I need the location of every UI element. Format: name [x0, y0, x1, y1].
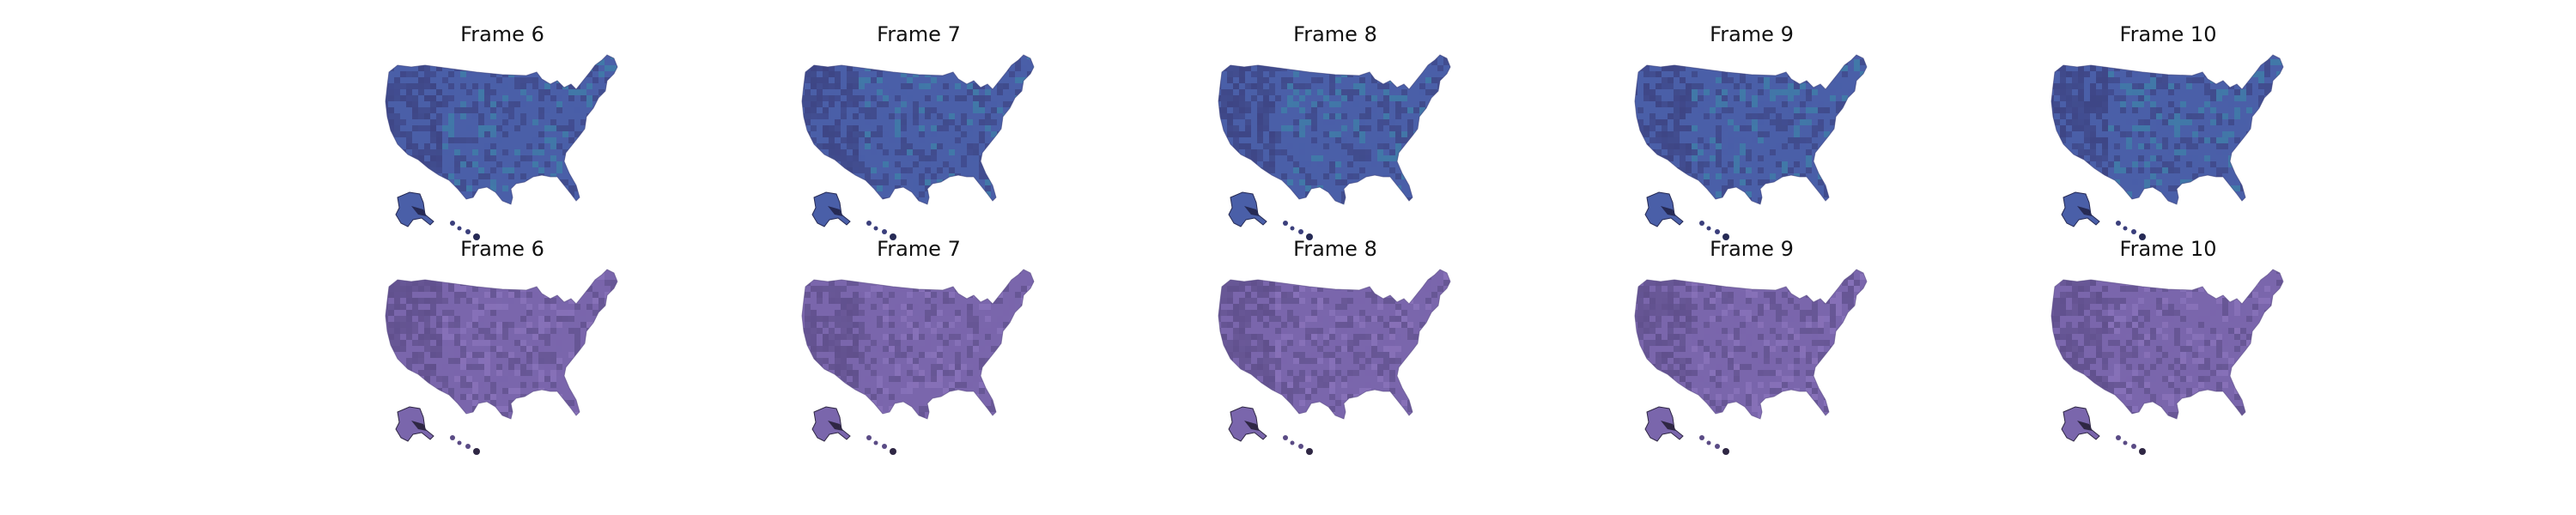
- us-map-bottom-frame-10: [2050, 269, 2284, 455]
- panel-title: Frame 6: [460, 237, 544, 261]
- hawaii-island: [1706, 226, 1711, 231]
- hawaii-island: [873, 226, 878, 231]
- hawaii-island: [882, 444, 887, 449]
- hawaii-island: [866, 221, 872, 226]
- us-map-top-frame-8: [1218, 54, 1451, 240]
- hawaii-island: [1699, 435, 1704, 440]
- us-map-bottom-frame-6: [385, 269, 618, 455]
- panel-title: Frame 9: [1710, 22, 1794, 46]
- us-map-top-frame-7: [801, 54, 1035, 240]
- us-map-bottom-frame-8: [1218, 269, 1451, 455]
- hawaii-island: [1706, 440, 1711, 445]
- hawaii-island: [882, 229, 887, 234]
- hawaii-island: [1290, 226, 1295, 231]
- hawaii-island: [2131, 229, 2136, 234]
- hawaii-island: [2123, 440, 2128, 445]
- us-map-bottom-frame-9: [1634, 269, 1868, 455]
- hawaii-island: [1722, 233, 1729, 240]
- hawaii-island: [1298, 444, 1303, 449]
- us-map-bottom-frame-7: [801, 269, 1035, 455]
- hawaii-island: [473, 448, 480, 455]
- panel-title: Frame 8: [1293, 22, 1377, 46]
- map-panel-top-1: Frame 6: [374, 22, 631, 249]
- hawaii-island: [1715, 229, 1720, 234]
- hawaii-island: [465, 229, 471, 234]
- hawaii-island: [2123, 226, 2128, 231]
- map-panel-top-4: Frame 9: [1623, 22, 1880, 249]
- map-panel-bottom-5: Frame 10: [2039, 237, 2297, 464]
- hawaii-island: [2139, 448, 2146, 455]
- hawaii-island: [1290, 440, 1295, 445]
- us-map-top-frame-9: [1634, 54, 1868, 240]
- map-panel-bottom-2: Frame 7: [790, 237, 1048, 464]
- hawaii-island: [890, 448, 896, 455]
- hawaii-island: [873, 440, 878, 445]
- hawaii-island: [473, 233, 480, 240]
- us-map-top-frame-10: [2050, 54, 2284, 240]
- map-panel-bottom-4: Frame 9: [1623, 237, 1880, 464]
- panel-title: Frame 7: [877, 237, 961, 261]
- hawaii-island: [1306, 448, 1313, 455]
- hawaii-island: [1283, 435, 1288, 440]
- hawaii-island: [1283, 221, 1288, 226]
- us-map-top-frame-6: [385, 54, 618, 240]
- panel-title: Frame 8: [1293, 237, 1377, 261]
- panel-title: Frame 10: [2119, 22, 2217, 46]
- hawaii-island: [465, 444, 471, 449]
- hawaii-island: [1699, 221, 1704, 226]
- panel-title: Frame 9: [1710, 237, 1794, 261]
- hawaii-island: [2116, 221, 2121, 226]
- hawaii-island: [890, 233, 896, 240]
- map-panel-top-3: Frame 8: [1206, 22, 1464, 249]
- panel-title: Frame 7: [877, 22, 961, 46]
- hawaii-island: [1715, 444, 1720, 449]
- map-panel-top-2: Frame 7: [790, 22, 1048, 249]
- hawaii-island: [450, 221, 455, 226]
- map-panel-bottom-3: Frame 8: [1206, 237, 1464, 464]
- hawaii-island: [1306, 233, 1313, 240]
- hawaii-island: [2139, 233, 2146, 240]
- hawaii-island: [1298, 229, 1303, 234]
- map-panel-top-5: Frame 10: [2039, 22, 2297, 249]
- map-panel-bottom-1: Frame 6: [374, 237, 631, 464]
- hawaii-island: [457, 226, 462, 231]
- panel-title: Frame 6: [460, 22, 544, 46]
- hawaii-island: [457, 440, 462, 445]
- panel-title: Frame 10: [2119, 237, 2217, 261]
- hawaii-island: [866, 435, 872, 440]
- hawaii-island: [2116, 435, 2121, 440]
- hawaii-island: [2131, 444, 2136, 449]
- hawaii-island: [450, 435, 455, 440]
- hawaii-island: [1722, 448, 1729, 455]
